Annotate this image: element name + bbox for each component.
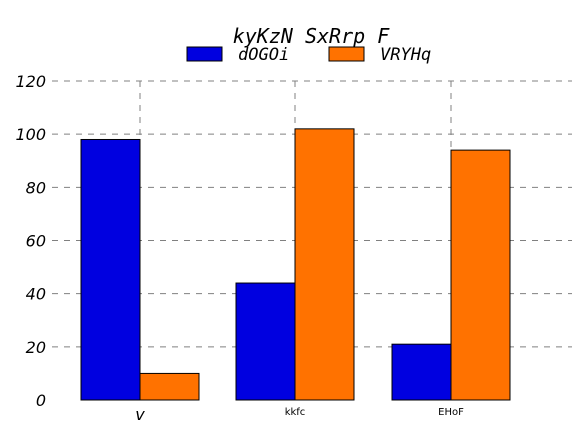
x-tick-label-1: kkfc — [285, 407, 306, 418]
x-axis-ticks: v kkfc EHoF — [135, 405, 464, 424]
bar-dOGOi-v — [80, 138, 141, 401]
y-tick-label-4: 80 — [26, 178, 46, 197]
legend-swatch-series-2 — [328, 46, 365, 62]
y-tick-label-2: 40 — [26, 285, 46, 304]
bar-VRYHq-kkfc — [294, 128, 355, 401]
y-tick-label-0: 0 — [36, 391, 46, 410]
bar-dOGOi-kkfc — [235, 282, 296, 401]
legend-label-series-2: VRYHq — [380, 45, 431, 65]
bar-VRYHq-EHoF — [450, 149, 511, 401]
y-tick-label-5: 100 — [15, 125, 46, 144]
bar-dOGOi-EHoF — [391, 343, 452, 401]
legend: dOGOi VRYHq — [186, 45, 431, 65]
bars — [80, 128, 511, 401]
x-tick-label-2: EHoF — [438, 407, 464, 418]
y-tick-label-3: 60 — [26, 232, 46, 251]
y-tick-label-6: 120 — [15, 72, 46, 91]
legend-label-series-1: dOGOi — [238, 45, 289, 65]
x-tick-label-0: v — [135, 405, 145, 424]
y-axis-ticks: 0 20 40 60 80 100 120 — [15, 72, 46, 410]
bar-VRYHq-v — [139, 372, 200, 401]
chart-title: kyKzN SxRrp F — [233, 24, 390, 48]
y-tick-label-1: 20 — [26, 338, 46, 357]
legend-swatch-series-1 — [186, 46, 223, 62]
